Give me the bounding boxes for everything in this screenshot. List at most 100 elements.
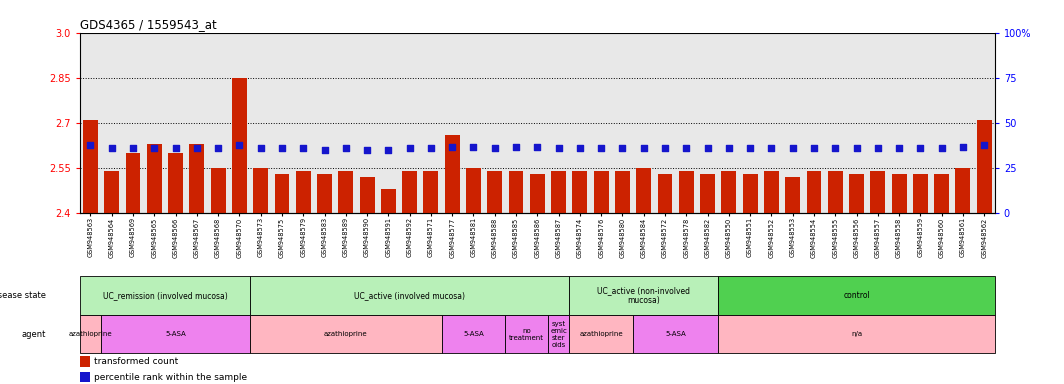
Bar [189, 144, 204, 213]
Bar [892, 174, 907, 213]
Text: agent: agent [21, 329, 46, 339]
Point [571, 146, 588, 152]
Point [678, 146, 695, 152]
Bar [846, 33, 867, 213]
Bar [676, 33, 697, 213]
Point [720, 146, 737, 152]
Bar [505, 315, 548, 353]
Text: no
treatment: no treatment [510, 328, 544, 341]
Bar [356, 33, 378, 213]
Bar [569, 276, 718, 315]
Bar [399, 33, 420, 213]
Bar [828, 171, 843, 213]
Text: transformed count: transformed count [94, 358, 178, 366]
Bar [232, 78, 247, 213]
Bar [293, 33, 314, 213]
Bar [80, 372, 89, 382]
Point [273, 146, 290, 152]
Bar [296, 171, 311, 213]
Bar [275, 174, 289, 213]
Bar [594, 171, 609, 213]
Text: UC_remission (involved mucosa): UC_remission (involved mucosa) [102, 291, 228, 300]
Bar [168, 153, 183, 213]
Point [508, 144, 525, 150]
Text: 5-ASA: 5-ASA [165, 331, 186, 337]
Bar [569, 33, 591, 213]
Point [167, 146, 184, 152]
Point [869, 146, 886, 152]
Bar [509, 171, 523, 213]
Bar [360, 177, 375, 213]
Bar [80, 315, 101, 353]
Text: azathioprine: azathioprine [579, 331, 624, 337]
Bar [700, 174, 715, 213]
Bar [761, 33, 782, 213]
Bar [420, 33, 442, 213]
Point [252, 146, 269, 152]
Text: GDS4365 / 1559543_at: GDS4365 / 1559543_at [80, 18, 217, 31]
Text: n/a: n/a [851, 331, 862, 337]
Text: syst
emic
ster
oids: syst emic ster oids [550, 321, 567, 348]
Text: disease state: disease state [0, 291, 46, 300]
Text: UC_active (non-involved
mucosa): UC_active (non-involved mucosa) [597, 286, 691, 305]
Bar [80, 276, 250, 315]
Bar [591, 33, 612, 213]
Bar [101, 33, 122, 213]
Text: control: control [843, 291, 870, 300]
Bar [764, 171, 779, 213]
Point [529, 144, 546, 150]
Point [146, 146, 163, 152]
Bar [466, 168, 481, 213]
Bar [636, 168, 651, 213]
Bar [913, 174, 928, 213]
Bar [402, 171, 417, 213]
Bar [977, 120, 992, 213]
Point [103, 146, 120, 152]
Point [933, 146, 950, 152]
Point [784, 146, 801, 152]
Point [231, 142, 248, 149]
Bar [338, 171, 353, 213]
Point [188, 146, 205, 152]
Point [827, 146, 844, 152]
Bar [530, 174, 545, 213]
Bar [122, 33, 144, 213]
Bar [867, 33, 888, 213]
Bar [378, 33, 399, 213]
Bar [952, 33, 974, 213]
Bar [785, 177, 800, 213]
Bar [80, 356, 89, 367]
Point [848, 146, 865, 152]
Bar [718, 276, 995, 315]
Bar [569, 315, 633, 353]
Bar [807, 171, 821, 213]
Bar [782, 33, 803, 213]
Bar [186, 33, 207, 213]
Point [763, 146, 780, 152]
Bar [849, 174, 864, 213]
Bar [335, 33, 356, 213]
Point [891, 146, 908, 152]
Bar [739, 33, 761, 213]
Point [742, 146, 759, 152]
Bar [955, 168, 970, 213]
Text: azathioprine: azathioprine [68, 331, 113, 337]
Bar [442, 315, 505, 353]
Bar [548, 315, 569, 353]
Bar [551, 171, 566, 213]
Point [954, 144, 971, 150]
Bar [612, 33, 633, 213]
Bar [445, 135, 460, 213]
Bar [144, 33, 165, 213]
Bar [548, 33, 569, 213]
Bar [442, 33, 463, 213]
Point [465, 144, 482, 150]
Bar [931, 33, 952, 213]
Text: 5-ASA: 5-ASA [463, 331, 484, 337]
Point [295, 146, 312, 152]
Bar [572, 171, 587, 213]
Bar [211, 168, 226, 213]
Point [699, 146, 716, 152]
Point [976, 142, 993, 149]
Bar [253, 168, 268, 213]
